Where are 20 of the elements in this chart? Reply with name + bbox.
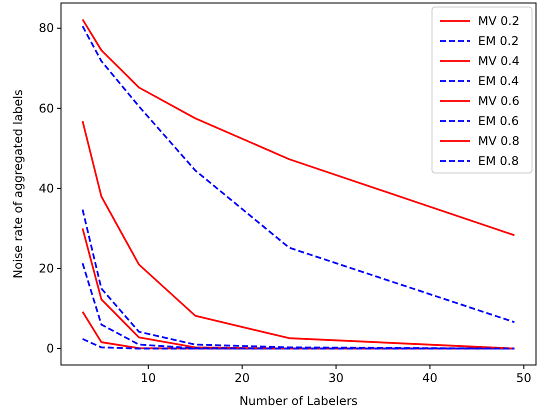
legend-label: MV 0.2 [478,14,520,28]
y-tick-label: 80 [38,21,54,36]
legend-label: EM 0.2 [478,34,519,48]
legend-label: EM 0.8 [478,154,519,168]
y-tick-label: 0 [46,342,54,356]
y-axis-title: Noise rate of aggregated labels [11,89,25,279]
x-axis-title: Number of Labelers [239,394,358,408]
x-tick-label: 30 [328,371,344,385]
legend-label: EM 0.4 [478,74,519,88]
legend-label: EM 0.6 [478,114,519,128]
legend-label: MV 0.6 [478,94,520,108]
x-tick-label: 10 [140,371,156,385]
x-tick-label: 20 [234,371,250,385]
x-tick-label: 50 [516,371,532,385]
y-tick-label: 20 [38,261,54,276]
x-tick-label: 40 [422,371,438,385]
y-tick-label: 60 [38,101,54,116]
y-tick-label: 40 [38,181,54,196]
legend-label: MV 0.8 [478,134,520,148]
legend-label: MV 0.4 [478,54,520,68]
